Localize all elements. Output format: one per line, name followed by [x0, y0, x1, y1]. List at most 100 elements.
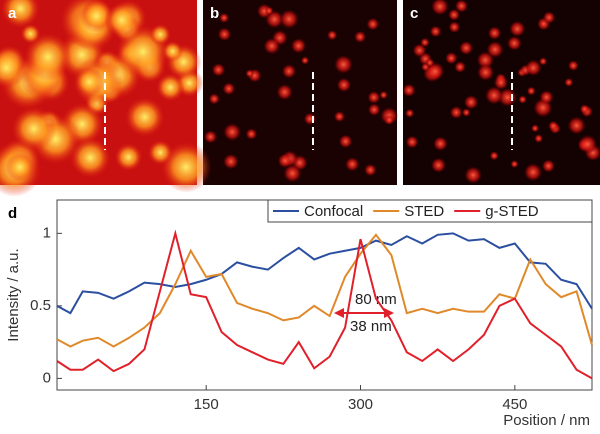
annotation: 38 nm	[350, 318, 392, 335]
spot	[345, 156, 360, 172]
spot	[518, 95, 527, 104]
dashed-lines	[104, 72, 513, 150]
series-line	[56, 232, 593, 315]
spot	[578, 134, 598, 154]
blob	[162, 40, 184, 62]
spot	[364, 163, 377, 177]
spot	[379, 90, 388, 100]
micrographs	[0, 0, 600, 197]
spot	[509, 20, 526, 38]
blob	[79, 0, 113, 33]
spot	[203, 130, 218, 144]
blob	[156, 73, 185, 102]
spot	[506, 35, 522, 51]
spot	[489, 151, 499, 161]
spot	[538, 57, 548, 66]
spot	[245, 69, 254, 78]
y-axis-label: Intensity / a.u.	[5, 248, 22, 341]
spot	[222, 82, 236, 96]
spot	[464, 166, 483, 184]
spot	[211, 63, 226, 77]
spot	[524, 59, 542, 77]
image-b	[203, 0, 397, 185]
spot	[300, 56, 310, 65]
spot	[264, 6, 274, 16]
spot	[447, 8, 461, 21]
spot	[217, 27, 232, 42]
spot	[531, 124, 540, 133]
spot	[430, 157, 447, 173]
spot	[405, 108, 415, 118]
spot	[277, 153, 293, 169]
spot	[493, 75, 509, 90]
x-axis-label: Position / nm	[503, 412, 590, 429]
spot	[245, 128, 258, 140]
spot	[542, 11, 556, 24]
spot	[263, 37, 281, 55]
panel-label: c	[410, 5, 418, 22]
spot	[541, 159, 556, 173]
panel-label: a	[8, 5, 17, 22]
spot	[463, 94, 479, 110]
blob	[0, 47, 27, 89]
legend-label: g-STED	[485, 203, 539, 220]
spot	[276, 83, 293, 101]
spot	[354, 30, 367, 43]
x-tick-label: 150	[194, 396, 219, 413]
blob	[5, 152, 35, 182]
spot	[412, 43, 427, 58]
spot	[384, 115, 395, 125]
spot	[279, 9, 299, 29]
spot	[454, 61, 467, 73]
spot	[281, 64, 297, 79]
spot	[461, 108, 471, 117]
spot	[445, 51, 458, 65]
panel-label: b	[210, 5, 219, 22]
spot	[303, 112, 317, 126]
spot	[333, 54, 354, 75]
spot	[367, 103, 381, 117]
blob	[114, 143, 143, 172]
spot	[564, 77, 574, 87]
x-tick-label: 300	[348, 396, 373, 413]
blob	[11, 106, 57, 152]
spot	[510, 159, 519, 169]
spot	[338, 134, 353, 149]
blob	[160, 141, 212, 193]
spot	[459, 40, 474, 56]
blob	[69, 137, 111, 179]
blob	[149, 23, 171, 46]
y-tick-label: 0.5	[30, 297, 51, 314]
spot	[218, 12, 230, 23]
spot	[448, 21, 461, 34]
legend-box	[267, 199, 593, 223]
spot	[366, 17, 380, 31]
spot	[567, 60, 579, 72]
blob	[104, 2, 139, 38]
blob	[74, 67, 105, 97]
blob	[0, 0, 40, 29]
blob	[20, 23, 41, 44]
legend-label: STED	[404, 203, 444, 220]
blob	[147, 139, 173, 166]
spot	[402, 83, 416, 98]
spot	[484, 86, 504, 105]
spot	[290, 38, 307, 54]
spot	[429, 25, 442, 38]
spot	[487, 26, 502, 40]
spot	[567, 116, 586, 135]
blob	[124, 97, 165, 138]
spot	[454, 0, 469, 13]
spot	[476, 63, 495, 82]
series-line	[56, 233, 593, 348]
spot	[222, 153, 239, 170]
spot	[223, 122, 242, 142]
legend-label: Confocal	[304, 203, 363, 220]
y-tick-label: 1	[43, 224, 51, 241]
spot	[449, 105, 463, 120]
spot	[534, 133, 544, 143]
spot	[579, 104, 590, 114]
spot	[208, 93, 220, 105]
panel-label: d	[8, 205, 17, 222]
